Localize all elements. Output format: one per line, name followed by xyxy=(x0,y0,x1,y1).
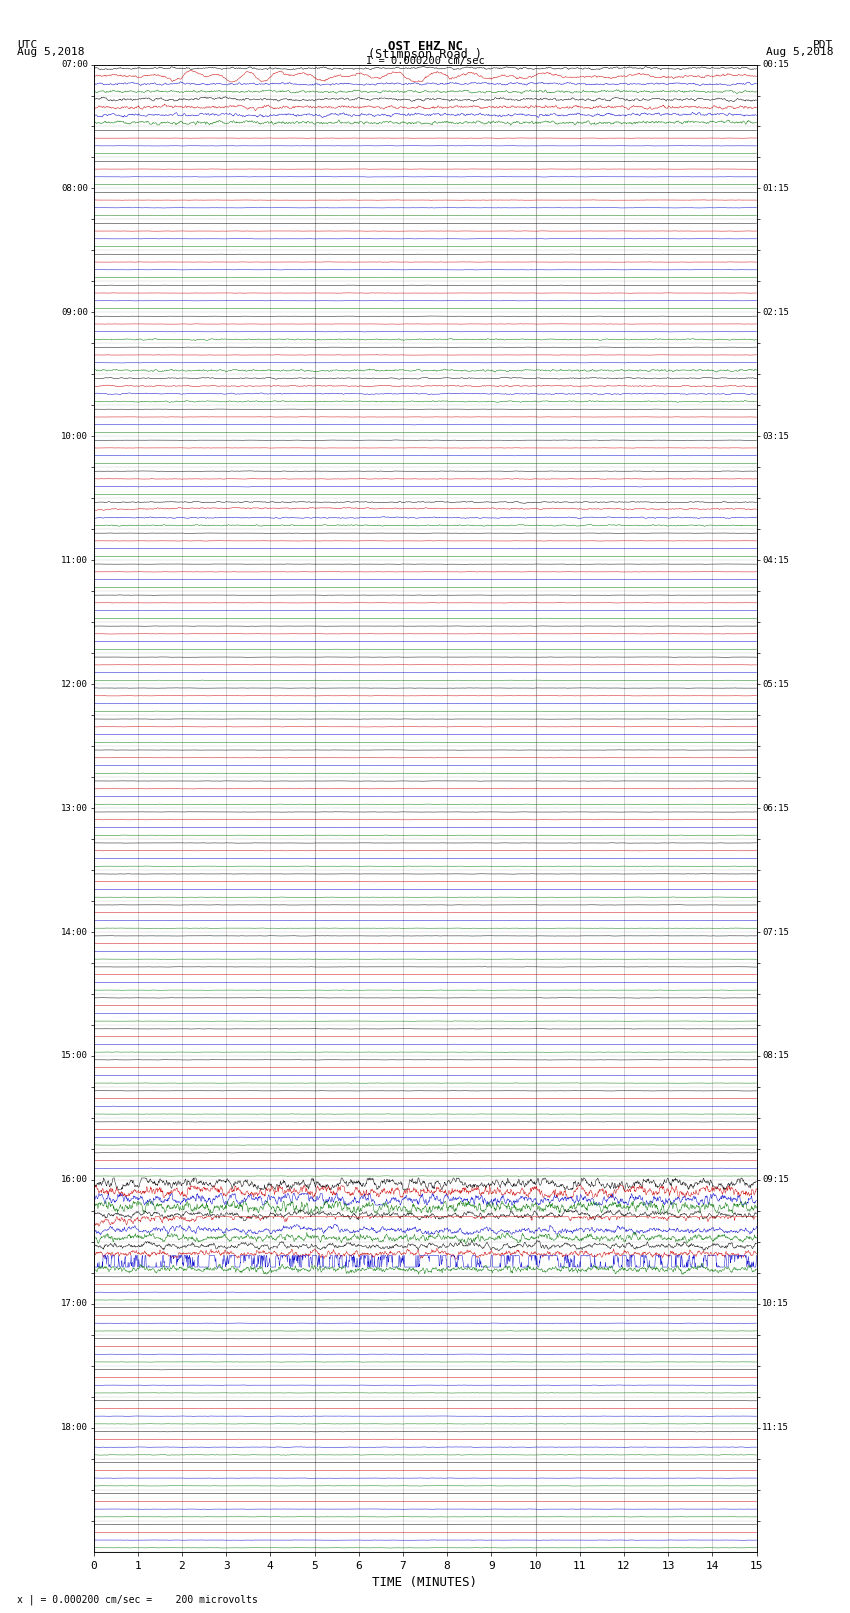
Text: PDT: PDT xyxy=(813,39,833,50)
Text: UTC: UTC xyxy=(17,39,37,50)
X-axis label: TIME (MINUTES): TIME (MINUTES) xyxy=(372,1576,478,1589)
Text: OST EHZ NC: OST EHZ NC xyxy=(388,39,462,53)
Text: Aug 5,2018: Aug 5,2018 xyxy=(766,47,833,56)
Text: Aug 5,2018: Aug 5,2018 xyxy=(17,47,84,56)
Text: (Stimpson Road ): (Stimpson Road ) xyxy=(368,47,482,61)
Text: x | = 0.000200 cm/sec =    200 microvolts: x | = 0.000200 cm/sec = 200 microvolts xyxy=(17,1594,258,1605)
Text: I = 0.000200 cm/sec: I = 0.000200 cm/sec xyxy=(366,56,484,66)
